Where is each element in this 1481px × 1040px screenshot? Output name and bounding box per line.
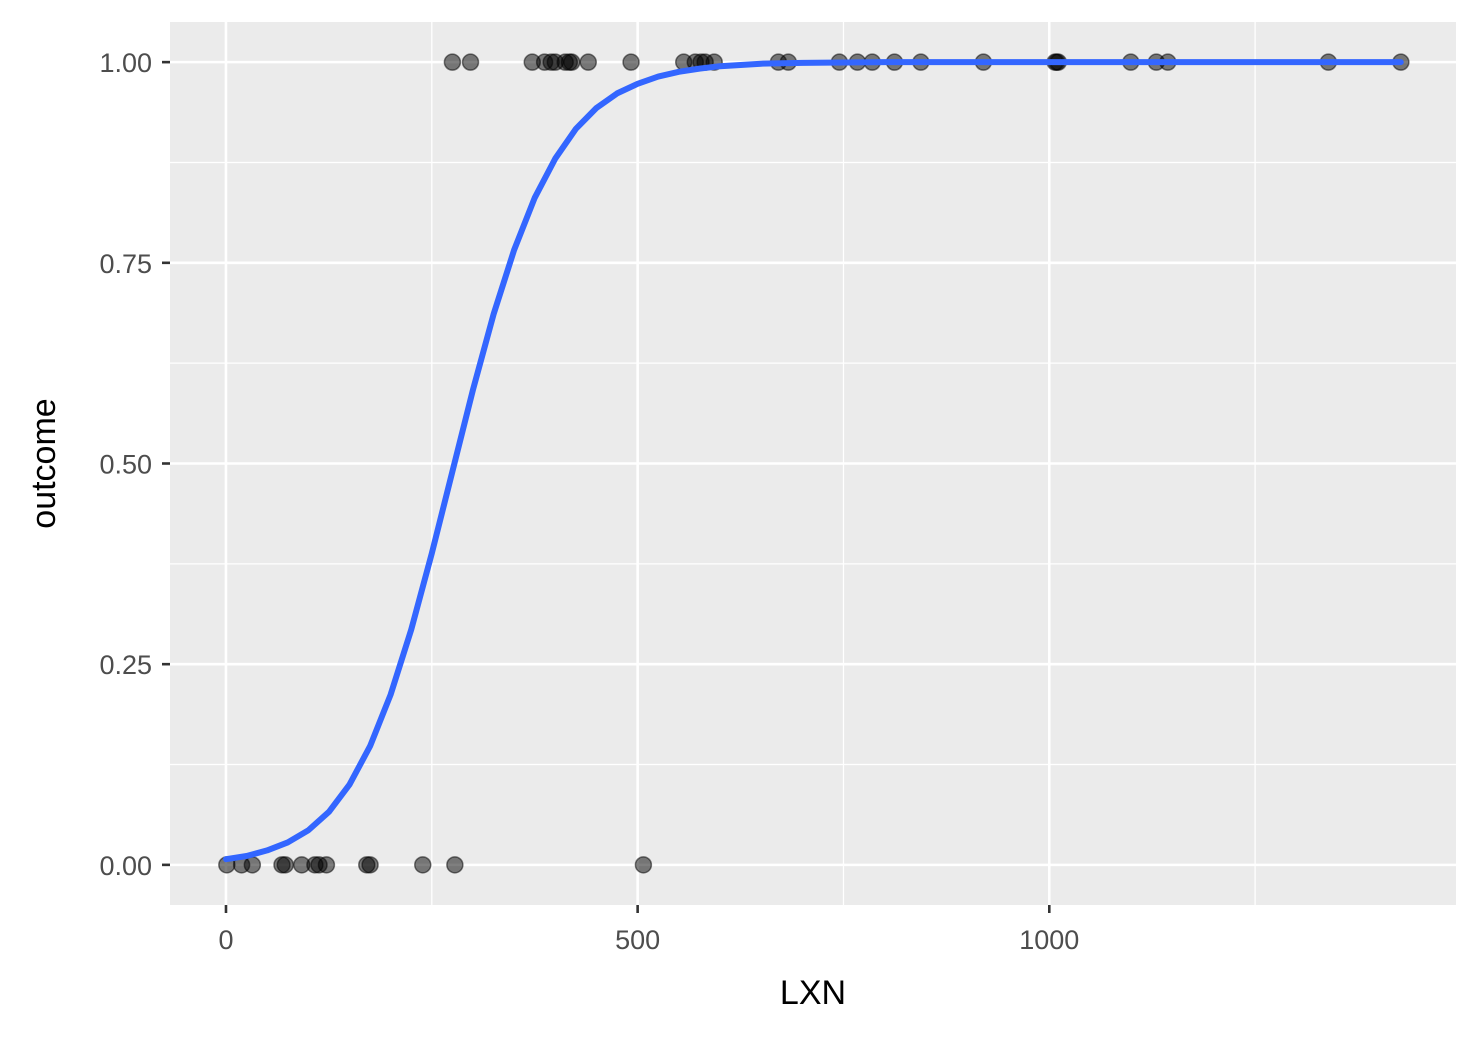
data-point [276,856,295,874]
data-point [446,856,464,874]
y-tick-label: 1.00 [99,48,152,78]
data-point [461,53,480,71]
y-tick-label: 0.25 [99,650,152,680]
y-tick-label: 0.75 [99,249,152,279]
data-point [634,856,653,874]
x-tick-label: 500 [615,925,660,955]
x-axis-title: LXN [780,974,846,1012]
data-point [414,856,432,874]
x-tick-label: 1000 [1019,925,1079,955]
data-point [579,53,597,71]
data-point [622,53,640,71]
y-axis-title: outcome [25,398,63,528]
y-tick-label: 0.00 [99,851,152,881]
data-point [317,856,336,874]
tick-labels: 0 500 1000 0.00 0.25 0.50 0.75 1.00 [99,48,1079,955]
x-tick-label: 0 [218,925,233,955]
data-point [443,53,462,71]
axis-ticks [162,60,1051,913]
fit-curve [223,59,1404,863]
data-point [243,856,262,874]
y-tick-label: 0.50 [99,450,152,480]
data-point [361,856,379,874]
data-point [563,53,581,71]
